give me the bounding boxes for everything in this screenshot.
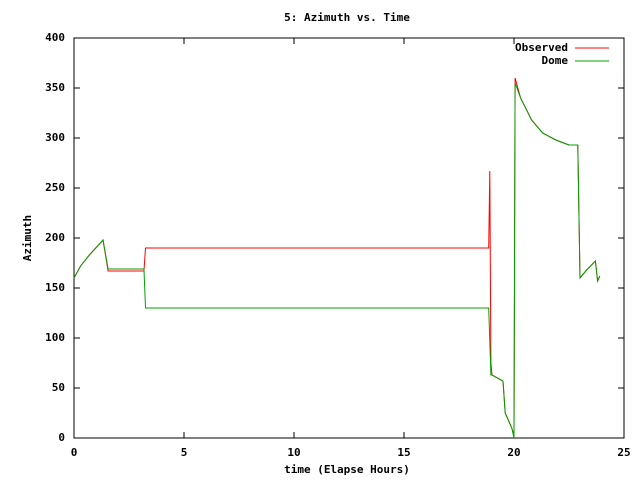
plot-border [73, 37, 625, 439]
series-line [73, 77, 601, 436]
y-tick-label: 350 [45, 81, 65, 94]
legend-label: Dome [542, 54, 569, 67]
legend-label: Observed [515, 41, 568, 54]
chart-title: 5: Azimuth vs. Time [284, 11, 410, 24]
y-tick-label: 0 [58, 431, 65, 444]
y-tick-label: 50 [52, 381, 65, 394]
y-tick-label: 300 [45, 131, 65, 144]
y-tick-label: 100 [45, 331, 65, 344]
y-tick-label: 400 [45, 31, 65, 44]
x-tick-label: 15 [397, 446, 410, 459]
x-tick-label: 5 [181, 446, 188, 459]
y-tick-label: 250 [45, 181, 65, 194]
x-axis-label: time (Elapse Hours) [284, 463, 410, 476]
y-tick-label: 200 [45, 231, 65, 244]
x-tick-label: 25 [617, 446, 630, 459]
series-line [73, 82, 601, 439]
x-tick-label: 0 [71, 446, 78, 459]
x-tick-label: 20 [507, 446, 520, 459]
x-tick-label: 10 [287, 446, 300, 459]
y-tick-label: 150 [45, 281, 65, 294]
y-axis-label: Azimuth [21, 215, 34, 261]
